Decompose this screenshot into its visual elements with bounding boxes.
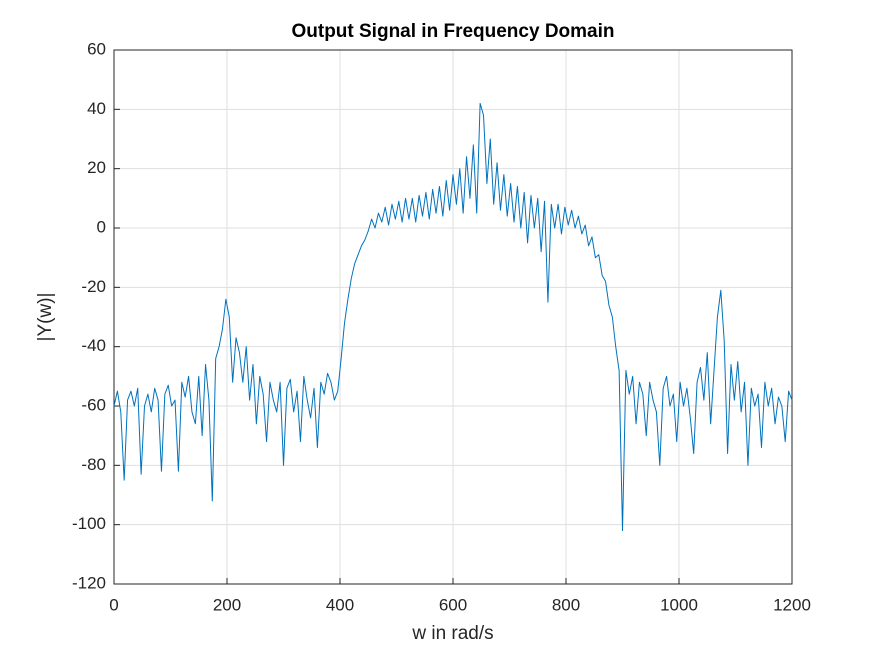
y-tick-label: -100 [72, 514, 106, 533]
y-tick-label: 20 [87, 158, 106, 177]
y-tick-label: 40 [87, 99, 106, 118]
signal-line [113, 102, 793, 532]
y-tick-label: 0 [97, 217, 106, 236]
x-tick-label: 1000 [660, 595, 698, 614]
x-tick-label: 1200 [773, 595, 811, 614]
chart-title: Output Signal in Frequency Domain [291, 21, 614, 42]
y-tick-label: 60 [87, 39, 106, 58]
y-tick-label: -120 [72, 573, 106, 592]
x-tick-label: 0 [109, 595, 118, 614]
x-axis-label: w in rad/s [411, 623, 493, 644]
x-tick-label: 400 [326, 595, 354, 614]
axes-box [113, 49, 793, 585]
x-tick-label: 200 [213, 595, 241, 614]
y-tick-label: -20 [81, 277, 106, 296]
x-tick-label: 600 [439, 595, 467, 614]
y-tick-label: -80 [81, 455, 106, 474]
x-tick-label: 800 [552, 595, 580, 614]
y-tick-label: -60 [81, 395, 106, 414]
y-tick-label: -40 [81, 336, 106, 355]
y-axis-label: |Y(w)| [35, 293, 56, 342]
